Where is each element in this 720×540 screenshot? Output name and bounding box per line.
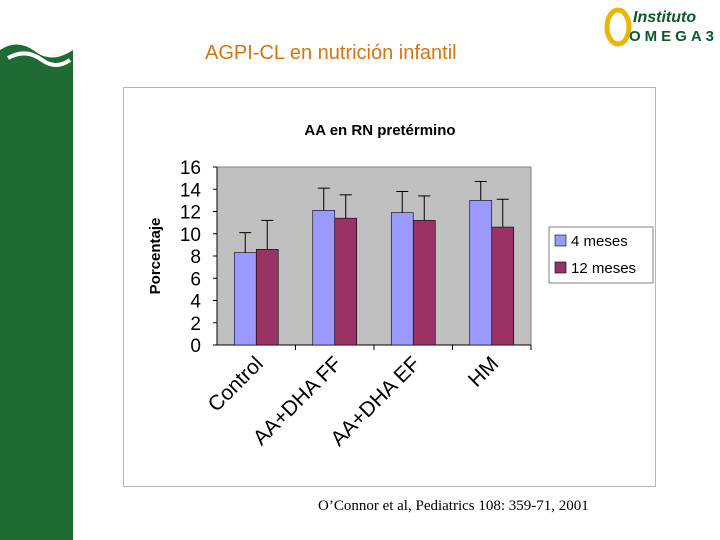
brand-logo: Instituto OMEGA3 — [603, 5, 714, 49]
brand-word-omega: OMEGA3 — [629, 28, 719, 45]
legend-label: 4 meses — [571, 233, 628, 250]
y-tick-label: 6 — [190, 269, 201, 290]
category-label: HM — [464, 352, 503, 391]
bar-12m — [491, 226, 515, 346]
y-tick-label: 10 — [180, 225, 201, 246]
bar-12m — [255, 249, 279, 346]
legend-swatch — [554, 261, 567, 274]
bar-4m — [390, 212, 414, 346]
legend-box — [548, 226, 654, 284]
y-tick-label: 16 — [180, 158, 201, 179]
y-tick-label: 0 — [190, 336, 201, 357]
omega-logo-icon — [604, 7, 632, 47]
y-tick-label: 2 — [190, 314, 201, 335]
slide-title: AGPI-CL en nutrición infantil — [205, 42, 457, 64]
sidebar-logo — [0, 0, 73, 75]
legend-swatch — [554, 234, 567, 247]
brand-word-instituto: Instituto — [633, 9, 697, 26]
chart-title: AA en RN pretérmino — [304, 122, 455, 139]
bar-4m — [469, 200, 493, 346]
y-tick-label: 4 — [190, 292, 201, 313]
y-tick-label: 14 — [180, 180, 202, 201]
bar-4m — [233, 252, 257, 346]
y-tick-label: 12 — [180, 203, 201, 224]
sidebar-band — [0, 0, 73, 540]
citation-text: O’Connor et al, Pediatrics 108: 359-71, … — [318, 498, 589, 514]
bar-12m — [412, 220, 436, 346]
y-axis-label: Porcentaje — [147, 218, 164, 295]
bar-4m — [312, 210, 336, 346]
legend-label: 12 meses — [571, 260, 636, 277]
wave-logo-icon — [0, 0, 73, 75]
y-tick-label: 8 — [190, 247, 201, 268]
category-label: Control — [204, 352, 268, 416]
bar-12m — [334, 217, 358, 346]
